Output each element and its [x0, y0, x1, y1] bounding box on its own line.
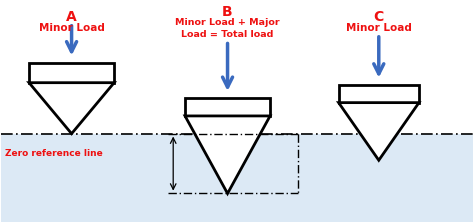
Polygon shape — [338, 103, 419, 160]
FancyBboxPatch shape — [0, 134, 474, 222]
Text: Minor Load + Major
Load = Total load: Minor Load + Major Load = Total load — [175, 19, 280, 39]
Text: C: C — [374, 10, 384, 24]
Polygon shape — [29, 83, 114, 134]
Bar — [29, 63, 114, 83]
Text: A: A — [66, 10, 77, 24]
Text: B: B — [222, 5, 233, 19]
Polygon shape — [185, 116, 270, 194]
Text: Minor Load: Minor Load — [346, 23, 412, 33]
Bar — [185, 98, 270, 116]
Bar — [338, 85, 419, 103]
Text: Minor Load: Minor Load — [39, 23, 105, 33]
Text: Zero reference line: Zero reference line — [5, 149, 103, 158]
